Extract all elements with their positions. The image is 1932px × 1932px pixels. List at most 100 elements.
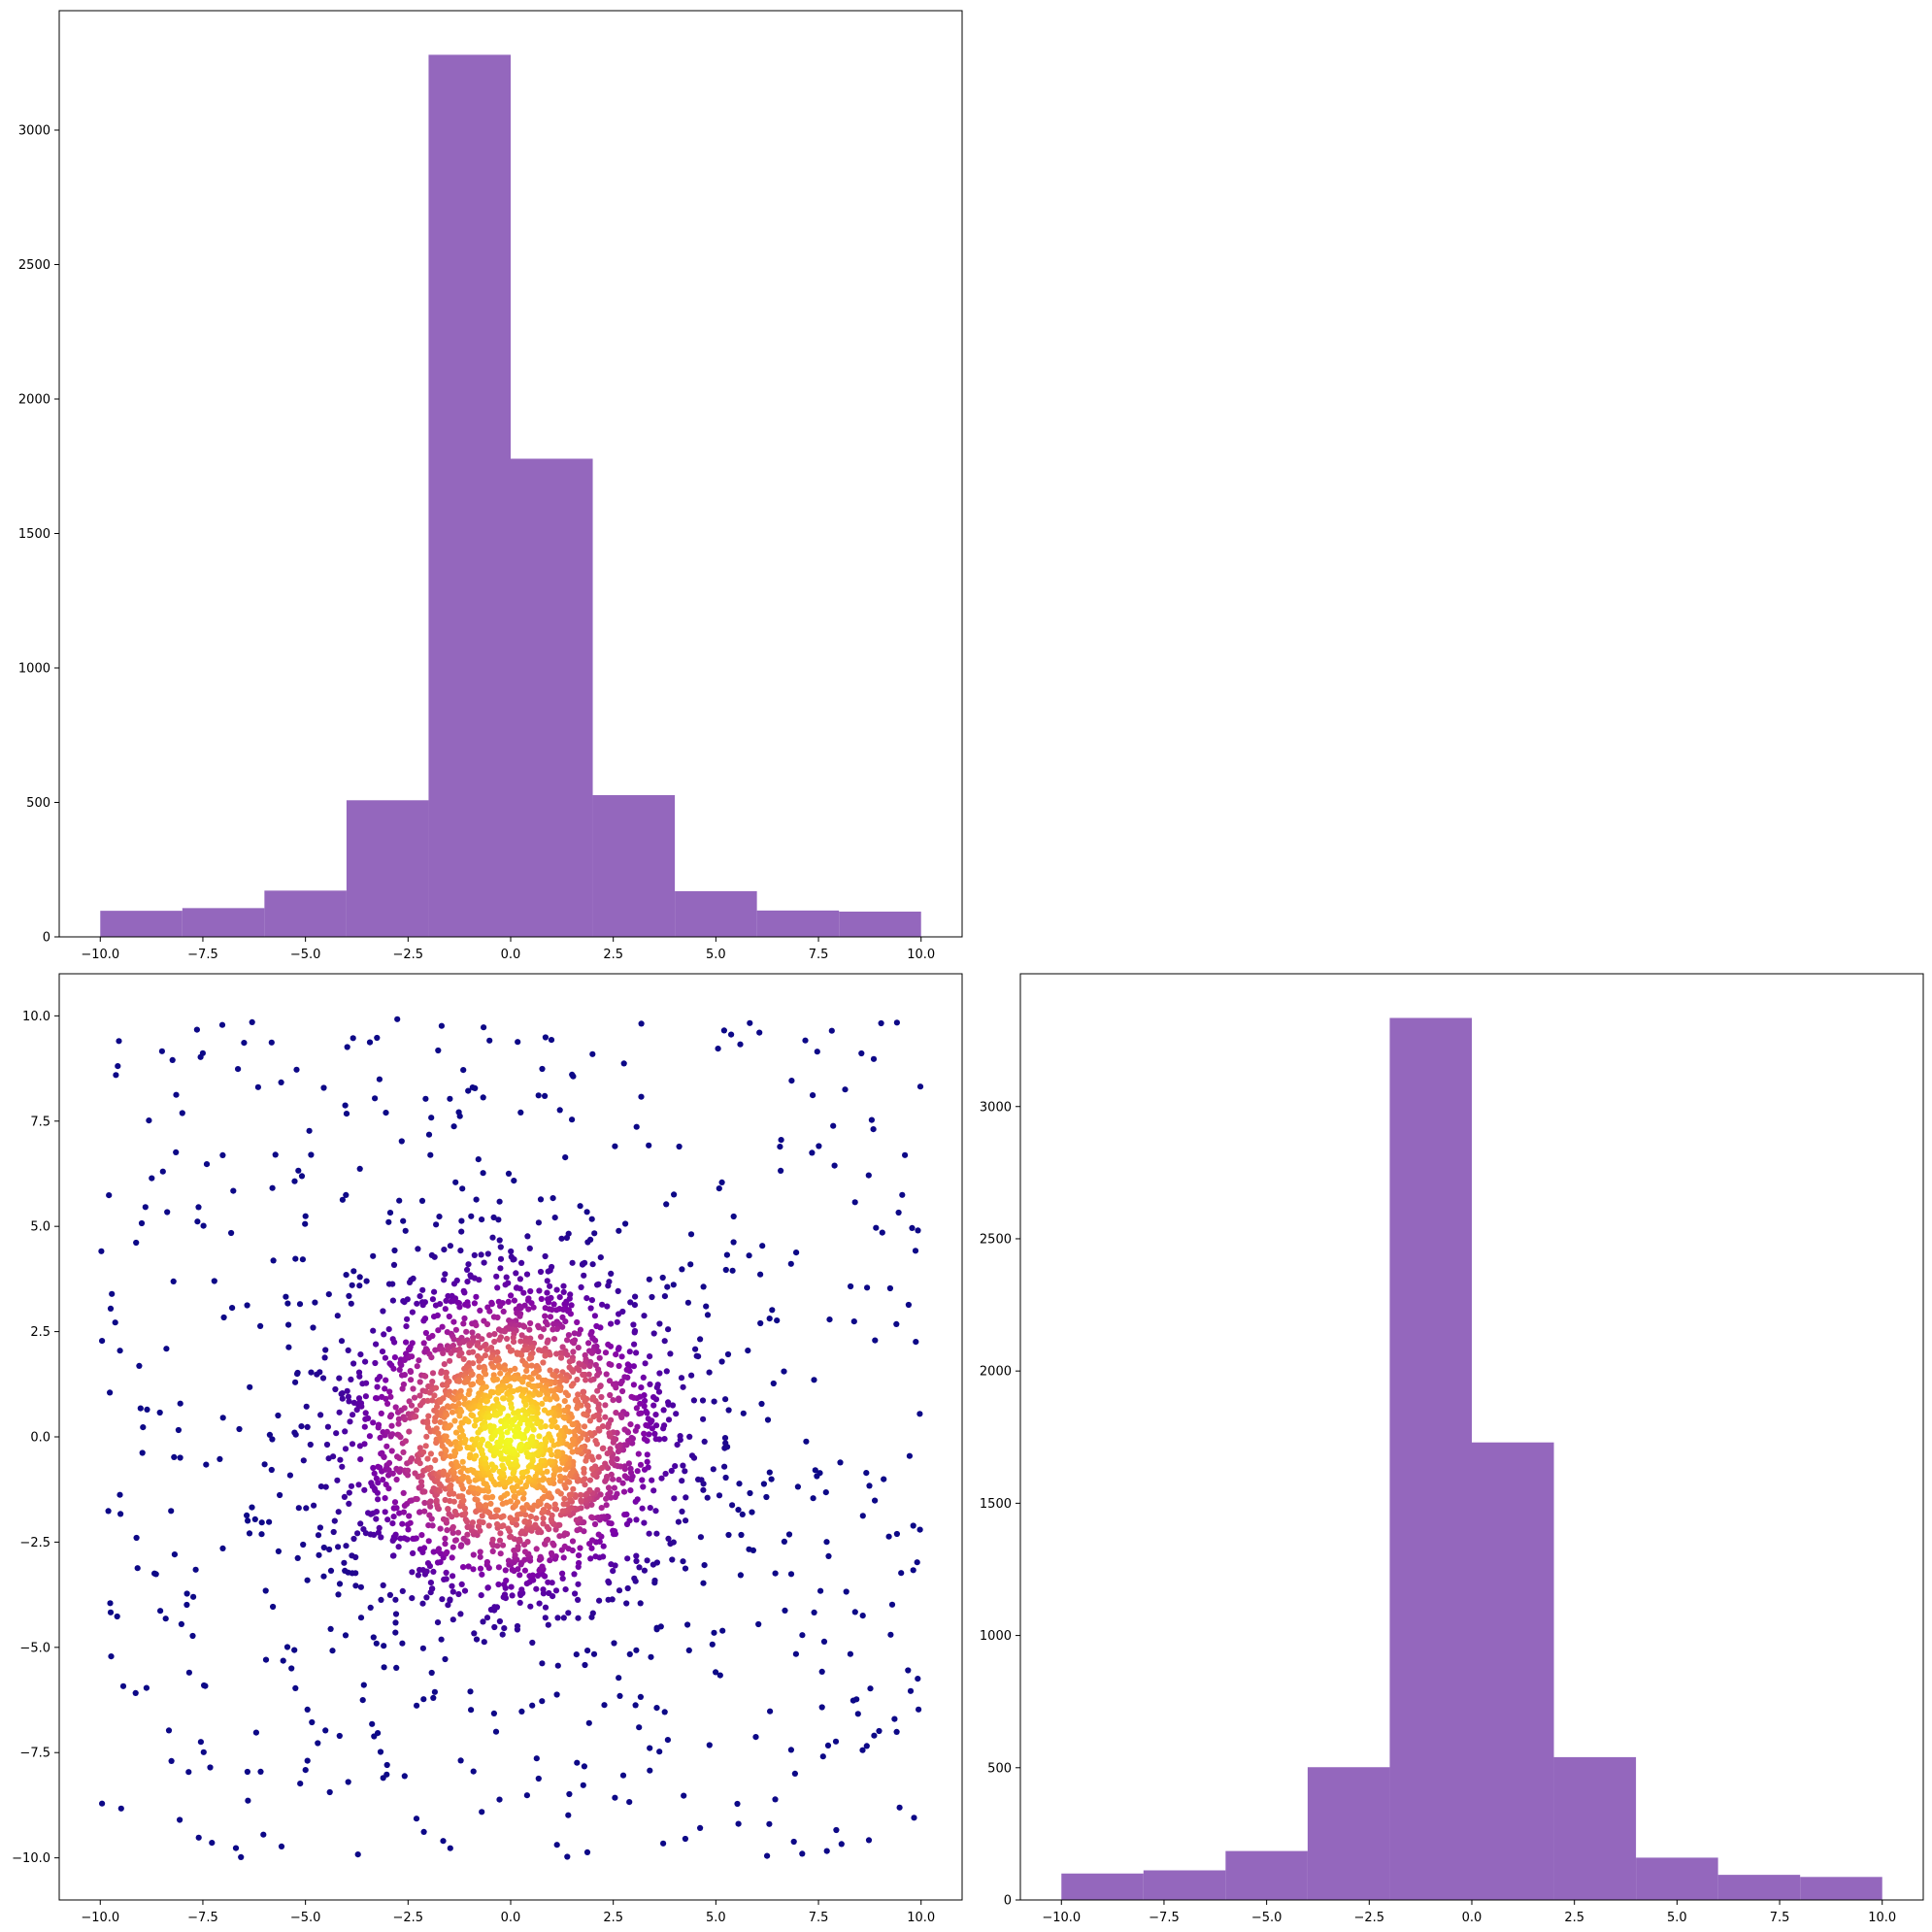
- scatter-point: [469, 1329, 476, 1336]
- scatter-point: [635, 1450, 642, 1457]
- scatter-point: [440, 1395, 447, 1402]
- histogram-bar: [1636, 1857, 1718, 1900]
- scatter-point: [465, 1261, 472, 1268]
- scatter-point: [471, 1630, 478, 1637]
- scatter-point: [614, 1455, 620, 1462]
- scatter-point: [316, 1551, 322, 1558]
- scatter-point: [430, 1694, 437, 1701]
- y-tick-label: 3000: [980, 1100, 1012, 1115]
- scatter-point: [699, 1397, 707, 1404]
- scatter-point: [508, 1248, 515, 1255]
- scatter-point: [502, 1282, 509, 1288]
- scatter-point: [600, 1543, 607, 1549]
- scatter-point: [793, 1249, 800, 1256]
- scatter-point: [764, 1852, 771, 1859]
- scatter-point: [463, 1328, 470, 1335]
- scatter-point: [729, 1502, 736, 1509]
- scatter-point: [540, 1520, 547, 1527]
- scatter-point: [464, 1302, 471, 1309]
- scatter-point: [640, 1483, 647, 1490]
- scatter-point: [385, 1472, 392, 1479]
- scatter-point: [258, 1519, 265, 1526]
- scatter-point: [690, 1397, 698, 1404]
- scatter-point: [415, 1572, 421, 1579]
- scatter-point: [719, 1627, 726, 1634]
- scatter-point: [687, 1231, 695, 1238]
- scatter-point: [546, 1490, 552, 1497]
- scatter-point: [493, 1520, 501, 1528]
- scatter-point: [471, 1422, 479, 1429]
- scatter-point: [515, 1566, 521, 1573]
- scatter-point: [557, 1478, 564, 1484]
- scatter-point: [246, 1530, 253, 1537]
- scatter-point: [787, 1260, 794, 1267]
- scatter-point: [406, 1428, 413, 1435]
- scatter-point: [390, 1552, 397, 1559]
- scatter-point: [843, 1588, 849, 1595]
- scatter-point: [406, 1279, 414, 1285]
- scatter-point: [559, 1575, 566, 1582]
- scatter-point: [878, 1019, 884, 1027]
- scatter-point: [529, 1572, 536, 1579]
- scatter-point: [578, 1497, 584, 1504]
- scatter-point: [460, 1320, 467, 1327]
- scatter-point: [778, 1167, 784, 1174]
- scatter-point: [470, 1566, 477, 1573]
- scatter-point: [419, 1302, 426, 1309]
- scatter-point: [621, 1463, 628, 1470]
- scatter-point: [551, 1505, 558, 1512]
- scatter-point: [296, 1301, 304, 1308]
- scatter-point: [895, 1209, 902, 1216]
- scatter-point: [414, 1300, 420, 1307]
- scatter-point: [608, 1320, 615, 1327]
- scatter-point: [898, 1570, 905, 1577]
- scatter-point: [560, 1615, 567, 1621]
- scatter-point: [870, 1126, 877, 1133]
- scatter-point: [333, 1430, 340, 1437]
- scatter-point: [108, 1653, 115, 1660]
- scatter-point: [583, 1295, 590, 1302]
- scatter-point: [494, 1507, 501, 1514]
- y-tick-label: 0: [43, 931, 50, 946]
- scatter-point: [344, 1387, 350, 1394]
- scatter-point: [516, 1572, 523, 1579]
- scatter-point: [479, 1336, 485, 1343]
- scatter-point: [493, 1604, 501, 1611]
- scatter-point: [683, 1494, 689, 1501]
- scatter-point: [383, 1771, 390, 1778]
- scatter-point: [603, 1502, 610, 1509]
- scatter-point: [523, 1792, 531, 1799]
- scatter-point: [850, 1318, 857, 1325]
- scatter-point: [349, 1441, 356, 1448]
- scatter-point: [516, 1285, 523, 1292]
- scatter-point: [671, 1495, 678, 1502]
- scatter-point: [480, 1094, 486, 1101]
- scatter-point: [496, 1336, 503, 1343]
- scatter-point: [200, 1222, 207, 1229]
- scatter-point: [469, 1349, 477, 1355]
- scatter-point: [308, 1369, 315, 1376]
- scatter-point: [556, 1533, 563, 1540]
- scatter-point: [455, 1590, 462, 1598]
- scatter-point: [423, 1433, 430, 1440]
- scatter-point: [569, 1538, 577, 1545]
- scatter-point: [244, 1768, 250, 1776]
- histogram-bar: [1061, 1873, 1144, 1900]
- scatter-point: [427, 1450, 434, 1457]
- scatter-point: [646, 1142, 652, 1149]
- scatter-point: [522, 1402, 529, 1409]
- scatter-point: [768, 1476, 775, 1482]
- scatter-point: [832, 1738, 840, 1745]
- scatter-point: [452, 1537, 459, 1544]
- scatter-point: [493, 1273, 500, 1280]
- scatter-point: [737, 1041, 744, 1048]
- scatter-point: [916, 1706, 922, 1713]
- scatter-point: [350, 1412, 356, 1418]
- scatter-point: [873, 1224, 880, 1231]
- scatter-point: [423, 1568, 430, 1575]
- scatter-point: [496, 1237, 503, 1244]
- scatter-point: [540, 1515, 547, 1522]
- scatter-point: [734, 1800, 741, 1808]
- scatter-point: [346, 1398, 352, 1405]
- scatter-point: [774, 1317, 781, 1324]
